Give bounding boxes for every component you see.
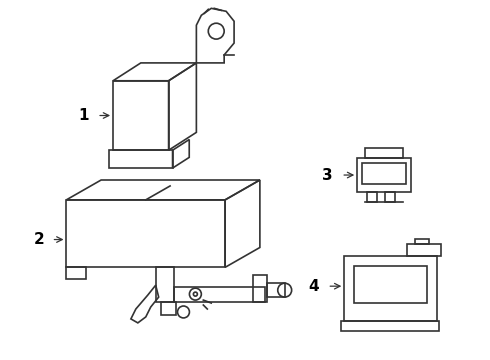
Text: 2: 2: [34, 232, 45, 247]
Text: 4: 4: [308, 279, 319, 294]
Text: 1: 1: [78, 108, 89, 123]
Text: 3: 3: [322, 167, 333, 183]
